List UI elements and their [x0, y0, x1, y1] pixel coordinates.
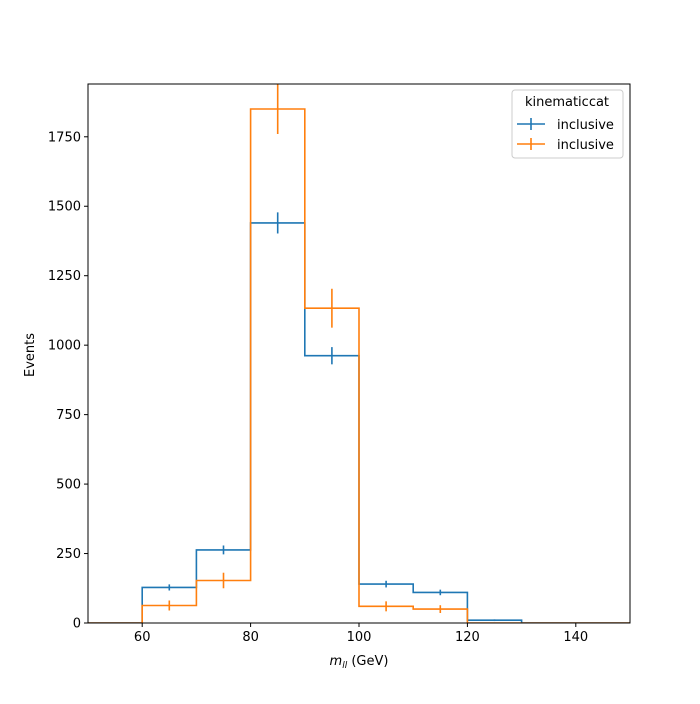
legend-label: inclusive	[557, 118, 614, 133]
legend: kinematiccat inclusive inclusive	[511, 89, 624, 159]
x-axis-label-symbol: m	[330, 654, 343, 669]
x-axis-label-unit: (GeV)	[347, 654, 388, 669]
legend-entries: inclusive inclusive	[517, 118, 614, 153]
x-tick-label: 100	[347, 630, 372, 645]
y-tick-label: 0	[73, 617, 81, 632]
y-tick-label: 750	[56, 408, 81, 423]
y-tick-label: 1000	[48, 339, 81, 354]
x-axis-ticks: 60 80 100 120 140	[134, 623, 588, 645]
series-2	[88, 84, 630, 623]
y-axis-ticks: 0 250 500 750 1000 1250 1500 1750	[48, 130, 88, 632]
series-layer	[88, 84, 630, 623]
y-tick-label: 1500	[48, 200, 81, 215]
legend-label: inclusive	[557, 138, 614, 153]
plot-frame	[87, 83, 631, 624]
y-tick-label: 500	[56, 478, 81, 493]
y-tick-label: 250	[56, 547, 81, 562]
x-tick-label: 80	[242, 630, 259, 645]
x-axis-label-subscript: ll	[342, 661, 348, 671]
x-tick-label: 140	[563, 630, 588, 645]
x-tick-label: 60	[134, 630, 151, 645]
y-axis-label: Events	[23, 333, 38, 377]
y-tick-label: 1750	[48, 130, 81, 145]
x-tick-label: 120	[455, 630, 480, 645]
y-tick-label: 1250	[48, 269, 81, 284]
legend-box	[511, 89, 624, 159]
x-axis-label: mll (GeV)	[330, 654, 389, 671]
legend-title: kinematiccat	[525, 95, 609, 110]
